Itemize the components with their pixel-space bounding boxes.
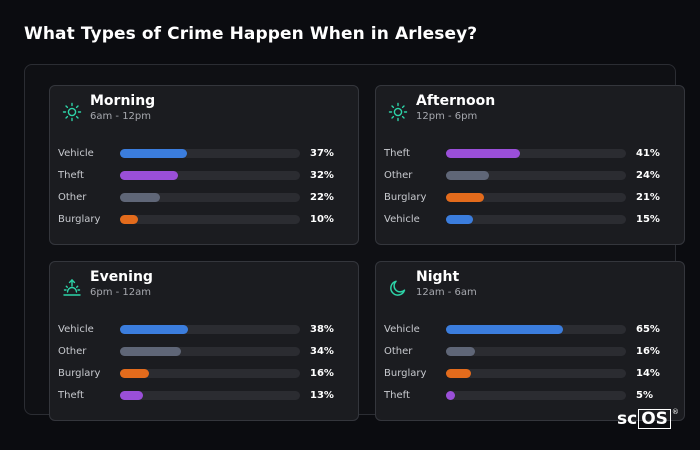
bar-track [120, 215, 300, 224]
crime-type-label: Other [58, 192, 87, 203]
bar-fill [446, 215, 473, 224]
percentage-value: 24% [636, 170, 660, 181]
percentage-value: 41% [636, 148, 660, 159]
percentage-value: 34% [310, 346, 334, 357]
bar-track [120, 325, 300, 334]
bar-track [120, 347, 300, 356]
crime-type-label: Vehicle [384, 324, 420, 335]
bar-track [120, 171, 300, 180]
crime-type-label: Burglary [58, 214, 101, 225]
scos-logo: sc OS ® [617, 408, 679, 429]
crime-row: Other 24% [376, 169, 686, 183]
crime-row: Burglary 10% [50, 213, 360, 227]
crime-type-label: Vehicle [58, 148, 94, 159]
sun-icon [62, 102, 82, 122]
moon-icon [388, 278, 408, 298]
card-title: Morning [90, 93, 156, 109]
bar-fill [446, 325, 563, 334]
crime-type-label: Burglary [58, 368, 101, 379]
percentage-value: 21% [636, 192, 660, 203]
crime-type-label: Theft [384, 148, 410, 159]
bar-track [120, 149, 300, 158]
crime-type-label: Theft [384, 390, 410, 401]
card-morning: Morning 6am - 12pm Vehicle 37% Theft 32% Oth… [49, 85, 359, 245]
percentage-value: 22% [310, 192, 334, 203]
bar-fill [120, 369, 149, 378]
card-time-range: 12am - 6am [416, 287, 477, 298]
crime-row: Vehicle 65% [376, 323, 686, 337]
percentage-value: 65% [636, 324, 660, 335]
bar-fill [120, 193, 160, 202]
bar-track [446, 369, 626, 378]
bar-track [120, 391, 300, 400]
crime-type-label: Theft [58, 390, 84, 401]
bar-fill [120, 215, 138, 224]
bar-track [446, 149, 626, 158]
card-night: Night 12am - 6am Vehicle 65% Other 16% Burgl… [375, 261, 685, 421]
bar-fill [446, 347, 475, 356]
crime-type-label: Vehicle [384, 214, 420, 225]
bar-track [446, 215, 626, 224]
crime-row: Vehicle 38% [50, 323, 360, 337]
bar-fill [120, 149, 187, 158]
sun-icon [388, 102, 408, 122]
crime-type-label: Other [58, 346, 87, 357]
bar-fill [446, 391, 455, 400]
bar-fill [446, 149, 520, 158]
card-time-range: 12pm - 6pm [416, 111, 478, 122]
bar-fill [446, 193, 484, 202]
bar-track [446, 391, 626, 400]
crime-row: Other 34% [50, 345, 360, 359]
percentage-value: 10% [310, 214, 334, 225]
card-afternoon: Afternoon 12pm - 6pm Theft 41% Other 24% Bur… [375, 85, 685, 245]
crime-type-label: Burglary [384, 368, 427, 379]
percentage-value: 16% [310, 368, 334, 379]
bar-fill [120, 171, 178, 180]
bar-fill [120, 347, 182, 356]
crime-row: Other 16% [376, 345, 686, 359]
bar-fill [120, 325, 189, 334]
crime-row: Theft 32% [50, 169, 360, 183]
card-title: Evening [90, 269, 153, 285]
crime-row: Vehicle 15% [376, 213, 686, 227]
crime-type-label: Other [384, 346, 413, 357]
bar-track [446, 347, 626, 356]
card-time-range: 6pm - 12am [90, 287, 152, 298]
percentage-value: 5% [636, 390, 653, 401]
crime-row: Theft 41% [376, 147, 686, 161]
percentage-value: 37% [310, 148, 334, 159]
card-title: Night [416, 269, 460, 285]
crime-type-label: Theft [58, 170, 84, 181]
crime-row: Vehicle 37% [50, 147, 360, 161]
crime-row: Burglary 14% [376, 367, 686, 381]
sunset-icon [62, 278, 82, 298]
bar-fill [446, 171, 490, 180]
page-title: What Types of Crime Happen When in Arles… [24, 24, 478, 44]
crime-row: Theft 5% [376, 389, 686, 403]
bar-track [120, 193, 300, 202]
crime-row: Theft 13% [50, 389, 360, 403]
bar-track [120, 369, 300, 378]
card-evening: Evening 6pm - 12am Vehicle 38% Other 34% Bur… [49, 261, 359, 421]
crime-type-label: Vehicle [58, 324, 94, 335]
bar-fill [446, 369, 472, 378]
bar-track [446, 193, 626, 202]
crime-row: Burglary 21% [376, 191, 686, 205]
percentage-value: 14% [636, 368, 660, 379]
percentage-value: 13% [310, 390, 334, 401]
card-time-range: 6am - 12pm [90, 111, 152, 122]
percentage-value: 16% [636, 346, 660, 357]
crime-type-label: Burglary [384, 192, 427, 203]
percentage-value: 38% [310, 324, 334, 335]
percentage-value: 15% [636, 214, 660, 225]
bar-fill [120, 391, 144, 400]
bar-track [446, 171, 626, 180]
crime-row: Burglary 16% [50, 367, 360, 381]
crime-row: Other 22% [50, 191, 360, 205]
crime-type-label: Other [384, 170, 413, 181]
percentage-value: 32% [310, 170, 334, 181]
bar-track [446, 325, 626, 334]
card-title: Afternoon [416, 93, 496, 109]
